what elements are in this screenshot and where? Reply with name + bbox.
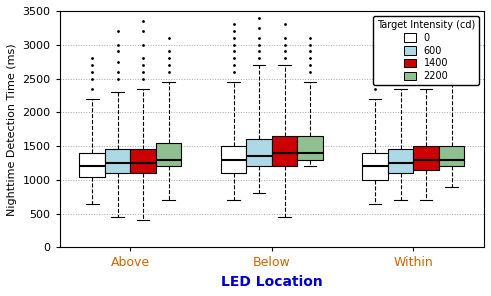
Y-axis label: Nighttime Detection Time (ms): Nighttime Detection Time (ms) [7, 43, 17, 215]
PathPatch shape [298, 136, 323, 160]
PathPatch shape [80, 153, 105, 176]
PathPatch shape [362, 153, 388, 180]
PathPatch shape [105, 149, 131, 173]
X-axis label: LED Location: LED Location [221, 275, 323, 289]
PathPatch shape [439, 146, 464, 166]
PathPatch shape [413, 146, 439, 170]
PathPatch shape [221, 146, 246, 173]
PathPatch shape [156, 143, 181, 166]
PathPatch shape [272, 136, 298, 166]
PathPatch shape [246, 139, 272, 166]
PathPatch shape [388, 149, 413, 173]
PathPatch shape [131, 149, 156, 173]
Legend: 0, 600, 1400, 2200: 0, 600, 1400, 2200 [373, 16, 479, 85]
